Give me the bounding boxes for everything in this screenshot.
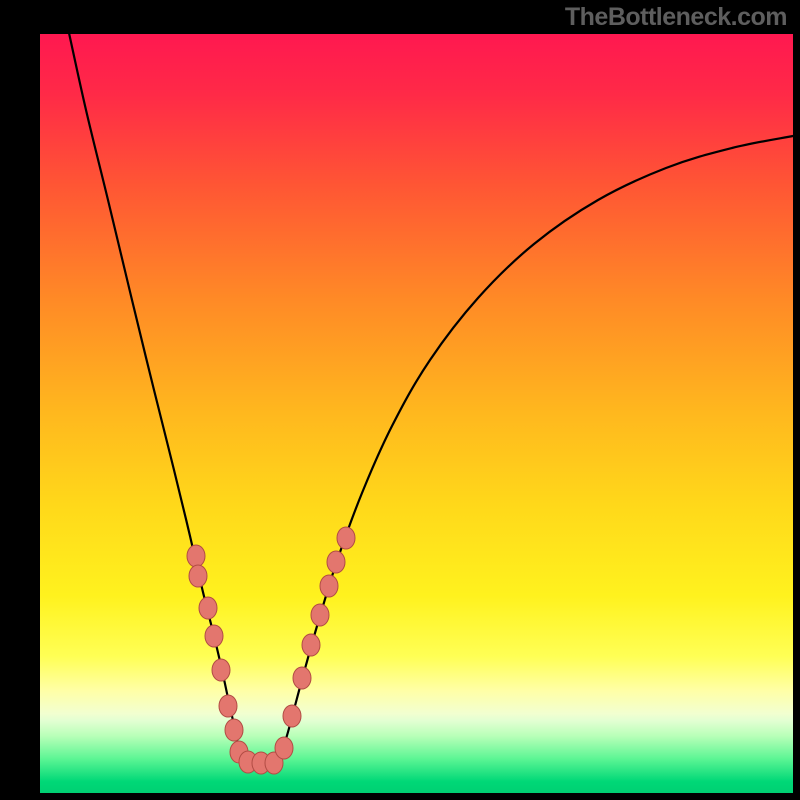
data-dot	[187, 545, 205, 567]
data-dot	[212, 659, 230, 681]
data-dot	[302, 634, 320, 656]
data-dot	[283, 705, 301, 727]
data-dot	[293, 667, 311, 689]
data-dot	[327, 551, 345, 573]
data-dot	[225, 719, 243, 741]
watermark-label: TheBottleneck.com	[565, 3, 787, 32]
data-dot	[337, 527, 355, 549]
data-dot	[275, 737, 293, 759]
data-dot	[205, 625, 223, 647]
bottleneck-curve	[69, 33, 793, 763]
chart-root: TheBottleneck.com	[0, 0, 800, 800]
data-dot	[189, 565, 207, 587]
data-dot	[199, 597, 217, 619]
curve-overlay	[0, 0, 800, 800]
data-dot	[311, 604, 329, 626]
data-dot	[320, 575, 338, 597]
data-dot	[219, 695, 237, 717]
